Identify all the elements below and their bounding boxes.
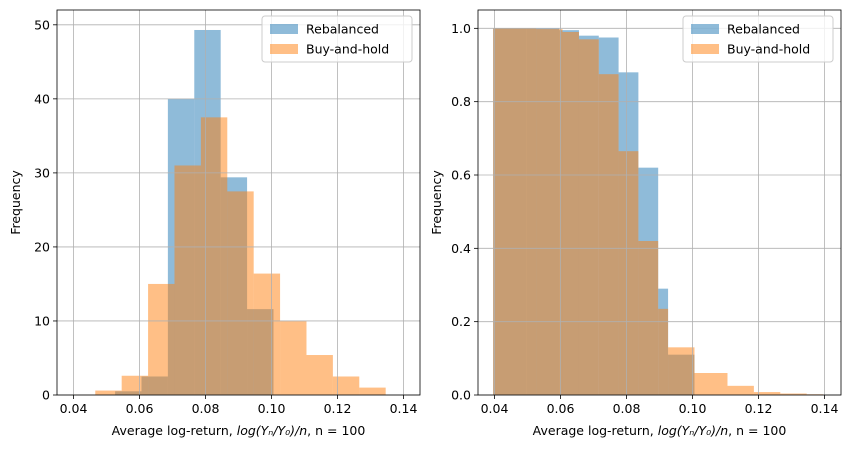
y-tick-label: 0.8 — [451, 94, 471, 109]
y-tick-label: 10 — [34, 313, 50, 328]
x-tick-label: 0.08 — [192, 401, 220, 416]
x-tick-label: 0.10 — [679, 401, 707, 416]
histogram-bar — [306, 355, 333, 395]
axes-frame — [477, 9, 842, 396]
histogram-bar — [694, 373, 728, 395]
histogram-bar — [359, 387, 386, 395]
histogram-bar — [332, 376, 360, 395]
x-tick-label: 0.04 — [60, 401, 88, 416]
histogram-bar — [658, 308, 669, 395]
x-tick-label: 0.14 — [811, 401, 839, 416]
histogram-bar — [562, 32, 579, 395]
histogram-bar — [95, 390, 122, 395]
histogram-bar — [753, 392, 781, 395]
x-axis-label-suffix: , n = 100 — [307, 423, 365, 438]
y-axis-label: Frequency — [8, 170, 23, 235]
x-axis-label-prefix: Average log-return, — [533, 423, 658, 438]
histogram-bar — [598, 74, 619, 396]
x-tick-label: 0.04 — [481, 401, 509, 416]
y-tick-label: 0.4 — [451, 241, 471, 256]
x-tick-label: 0.12 — [324, 401, 352, 416]
x-axis-label: Average log-return, log(Yₙ/Y₀)/n, n = 10… — [112, 423, 366, 438]
histogram-bar — [618, 151, 639, 395]
x-axis-label-math: log(Yₙ/Y₀)/n — [237, 423, 308, 438]
y-tick-label: 0.6 — [451, 168, 471, 183]
legend-swatch — [270, 44, 298, 54]
left-histogram-panel: 0.04 0.06 0.08 0.10 0.12 0.14 0 10 20 30 40 50 Frequ… — [8, 9, 421, 438]
histogram-bar — [227, 191, 254, 395]
legend-swatch — [691, 44, 719, 54]
legend: Rebalanced Buy-and-hold — [261, 15, 413, 63]
x-axis-label-prefix: Average log-return, — [112, 423, 237, 438]
x-tick-label: 0.10 — [258, 401, 286, 416]
axes-frame — [56, 9, 421, 396]
series-buy-and-hold — [493, 28, 824, 396]
histogram-bar — [638, 241, 659, 395]
y-tick-label: 0.2 — [451, 314, 471, 329]
y-tick-label: 50 — [34, 17, 50, 32]
histogram-bar — [148, 283, 175, 395]
x-axis-label-suffix: , n = 100 — [728, 423, 786, 438]
y-tick-label: 20 — [34, 239, 50, 254]
y-tick-label: 40 — [34, 91, 50, 106]
x-axis-label: Average log-return, log(Yₙ/Y₀)/n, n = 10… — [533, 423, 787, 438]
y-tick-label: 0.0 — [451, 388, 471, 403]
legend-swatch — [270, 24, 298, 34]
x-axis-label-math: log(Yₙ/Y₀)/n — [658, 423, 729, 438]
histogram-bar — [493, 28, 537, 395]
x-tick-label: 0.12 — [745, 401, 773, 416]
x-tick-label: 0.06 — [547, 401, 575, 416]
x-tick-label: 0.08 — [613, 401, 641, 416]
legend-label: Rebalanced — [306, 22, 379, 37]
y-axis-label: Frequency — [429, 170, 444, 235]
histogram-bar — [174, 165, 201, 395]
histogram-bar — [200, 117, 228, 395]
legend-label: Buy-and-hold — [306, 42, 389, 57]
histogram-bar — [253, 273, 281, 395]
histogram-bar — [121, 375, 149, 395]
y-tick-label: 30 — [34, 165, 50, 180]
x-tick-label: 0.14 — [390, 401, 418, 416]
histogram-bar — [280, 320, 307, 395]
legend-frame — [261, 15, 413, 63]
histogram-bar — [780, 393, 807, 395]
x-tick-label: 0.06 — [126, 401, 154, 416]
histogram-bar — [727, 385, 754, 395]
y-tick-label: 1.0 — [451, 21, 471, 36]
histogram-bar — [536, 29, 563, 396]
histogram-bar — [668, 347, 695, 395]
legend-label: Buy-and-hold — [727, 42, 810, 57]
y-tick-label: 0 — [42, 388, 50, 403]
legend-frame — [682, 15, 834, 63]
legend-label: Rebalanced — [727, 22, 800, 37]
histogram-bar — [578, 39, 599, 395]
legend-swatch — [691, 24, 719, 34]
right-cumulative-histogram-panel: 0.04 0.06 0.08 0.10 0.12 0.14 0.0 0.2 0.4 0.6 0.8 1… — [429, 9, 842, 438]
legend: Rebalanced Buy-and-hold — [682, 15, 834, 63]
